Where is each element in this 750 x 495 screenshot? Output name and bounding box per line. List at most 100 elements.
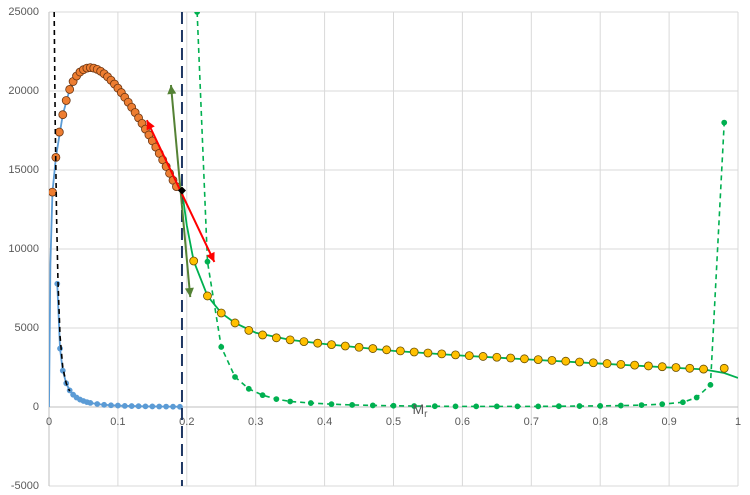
- data-point: [575, 357, 584, 367]
- data-point: [464, 351, 474, 361]
- data-point: [721, 119, 728, 126]
- data-point: [349, 402, 356, 408]
- data-point: [204, 258, 211, 265]
- data-point: [602, 359, 612, 368]
- x-tick-label: 0.8: [593, 416, 608, 428]
- x-axis-title-main: M: [412, 401, 424, 417]
- data-point: [390, 402, 397, 409]
- data-point: [493, 403, 500, 410]
- series-line: [181, 190, 738, 379]
- data-point: [87, 399, 94, 406]
- data-point: [258, 330, 267, 340]
- data-point: [382, 345, 392, 355]
- series-line: [49, 66, 183, 408]
- x-tick-label: 0.1: [110, 416, 125, 428]
- data-point: [354, 342, 364, 352]
- data-point: [54, 127, 64, 137]
- x-tick-label: 0: [46, 416, 52, 428]
- data-point: [368, 344, 378, 353]
- grid: [48, 11, 739, 487]
- x-tick-label: 0.9: [661, 416, 676, 428]
- y-tick-label: 0: [33, 401, 39, 413]
- series-line: [56, 283, 180, 408]
- data-point: [61, 96, 71, 105]
- y-tick-label: 5000: [15, 322, 39, 334]
- x-tick-label: 0.7: [524, 416, 539, 428]
- data-point: [232, 374, 238, 380]
- data-point: [244, 325, 254, 335]
- data-point: [369, 402, 376, 409]
- data-point: [189, 256, 199, 266]
- data-point: [230, 318, 240, 328]
- x-tick-label: 0.5: [386, 416, 401, 428]
- data-point: [273, 396, 280, 403]
- data-point: [638, 402, 645, 409]
- data-point: [561, 356, 571, 366]
- data-point: [128, 403, 135, 409]
- x-tick-label: 0.3: [248, 416, 263, 428]
- x-tick-label: 0.4: [317, 416, 332, 428]
- data-point: [644, 361, 653, 371]
- data-point: [597, 402, 604, 409]
- y-tick-label: 20000: [8, 85, 39, 97]
- data-point: [299, 337, 309, 346]
- data-point: [163, 403, 170, 410]
- data-point: [65, 85, 75, 94]
- data-point: [285, 335, 295, 345]
- x-tick-label: 1: [735, 416, 741, 428]
- data-point: [149, 403, 156, 410]
- data-point: [588, 358, 598, 368]
- data-point: [555, 403, 562, 410]
- y-tick-label: 10000: [8, 243, 39, 255]
- arrow-head: [167, 84, 177, 95]
- x-axis-title-sub: r: [424, 409, 428, 420]
- data-point: [142, 403, 149, 410]
- x-tick-label: 0.6: [455, 416, 470, 428]
- data-point: [431, 403, 438, 410]
- series-line: [53, 12, 71, 392]
- data-point: [307, 400, 314, 406]
- y-tick-label: 25000: [8, 6, 39, 18]
- data-point: [245, 385, 252, 392]
- data-point: [135, 403, 142, 410]
- data-point: [514, 403, 521, 410]
- data-point: [719, 363, 729, 373]
- data-point: [707, 381, 714, 388]
- data-point: [452, 403, 459, 410]
- data-point: [94, 401, 101, 407]
- data-point: [395, 346, 405, 356]
- data-point: [520, 354, 529, 364]
- data-point: [576, 403, 583, 409]
- arrow-head: [206, 251, 215, 262]
- series-line: [196, 12, 726, 408]
- data-point: [437, 349, 447, 359]
- data-point: [473, 403, 480, 410]
- data-point: [617, 402, 624, 409]
- data-point: [630, 360, 640, 370]
- data-point: [535, 403, 542, 410]
- data-point: [685, 363, 695, 373]
- y-tick-label: -5000: [11, 480, 39, 492]
- data-point: [547, 355, 557, 365]
- data-point: [699, 364, 708, 374]
- plot-area: [49, 12, 738, 410]
- data-point: [616, 359, 626, 369]
- data-point: [121, 402, 128, 409]
- data-point: [101, 401, 108, 408]
- data-point: [423, 348, 433, 358]
- data-point: [218, 344, 225, 350]
- data-point: [409, 347, 419, 357]
- data-point: [657, 362, 667, 372]
- data-point: [313, 338, 323, 348]
- intersection-point: [177, 186, 186, 195]
- data-point: [194, 12, 201, 15]
- x-axis-title: Mr: [412, 401, 428, 420]
- data-point: [203, 291, 212, 301]
- data-point: [533, 355, 543, 365]
- data-point: [506, 353, 516, 363]
- arrow-head: [184, 287, 194, 298]
- arrow-head: [146, 120, 155, 131]
- data-point: [693, 394, 700, 401]
- data-point: [327, 340, 336, 349]
